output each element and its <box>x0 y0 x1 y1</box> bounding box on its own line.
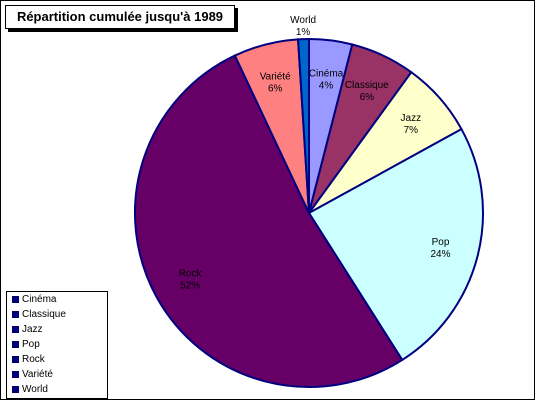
pie-slice-pop <box>307 127 485 362</box>
legend-item-classique: Classique <box>12 308 66 322</box>
legend-item-pop: Pop <box>12 338 40 352</box>
slice-label-jazz: Jazz 7% <box>401 113 422 136</box>
legend: Cinéma Classique Jazz Pop Rock Variété W… <box>6 291 108 399</box>
legend-item-rock: Rock <box>12 353 45 367</box>
legend-swatch <box>12 355 19 363</box>
legend-item-cinema: Cinéma <box>12 293 56 307</box>
pie-slices <box>133 37 485 389</box>
legend-label: Rock <box>22 354 45 365</box>
legend-swatch <box>12 385 19 393</box>
legend-swatch <box>12 370 19 378</box>
legend-label: Variété <box>22 369 53 380</box>
legend-label: World <box>22 384 48 395</box>
slice-labels: Cinéma 4% Classique 6% Jazz 7% Pop 24% Rock 52% Va… <box>179 15 451 291</box>
legend-label: Pop <box>22 339 40 350</box>
slice-label-cinema: Cinéma 4% <box>309 68 344 91</box>
legend-item-jazz: Jazz <box>12 323 43 337</box>
slice-label-pop: Pop 24% <box>430 237 450 260</box>
legend-swatch <box>12 295 19 303</box>
legend-label: Jazz <box>22 324 43 335</box>
slice-label-rock: Rock 52% <box>179 268 203 291</box>
chart-title: Répartition cumulée jusqu'à 1989 <box>5 5 235 29</box>
legend-swatch <box>12 340 19 348</box>
legend-item-world: World <box>12 383 48 397</box>
slice-label-classique: Classique 6% <box>345 80 389 103</box>
legend-label: Cinéma <box>22 294 57 305</box>
legend-item-variete: Variété <box>12 368 53 382</box>
legend-swatch <box>12 310 19 318</box>
slice-label-variete: Variété 6% <box>260 72 291 95</box>
legend-swatch <box>12 325 19 333</box>
pie-slice-world <box>297 37 310 214</box>
pie-slice-rock <box>133 54 404 389</box>
legend-label: Classique <box>22 309 66 320</box>
slice-label-world: World 1% <box>290 15 316 38</box>
